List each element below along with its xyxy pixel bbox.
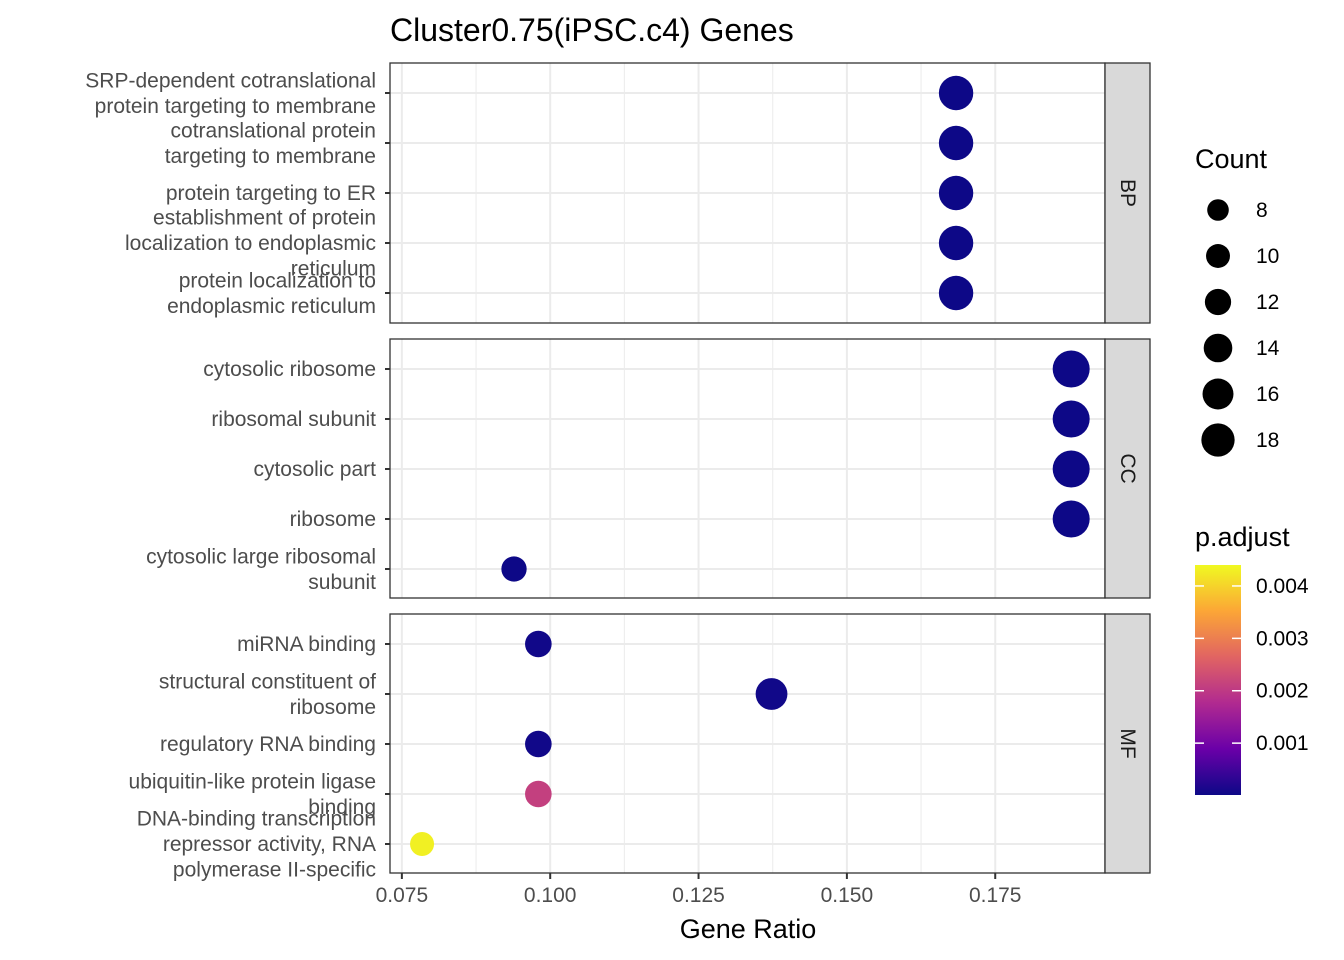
size-legend-key (1207, 199, 1229, 221)
size-legend-label: 16 (1256, 383, 1279, 406)
facet-strip (1104, 338, 1151, 599)
y-tick-label: cotranslational protein targeting to memb… (165, 119, 376, 168)
size-legend-label: 18 (1256, 429, 1279, 452)
facet-panel-bp: SRP-dependent cotranslational protein tar… (85, 62, 1151, 324)
facet-strip-label: MF (1116, 728, 1139, 758)
facet-panel-mf: miRNA binding structural constituent of ri… (129, 613, 1151, 882)
y-tick-label: regulatory RNA binding (160, 733, 376, 756)
y-tick-label: protein targeting to ER (166, 182, 376, 205)
y-tick-label: DNA-binding transcription repressor activ… (137, 808, 376, 882)
x-tick-label: 0.075 (376, 884, 429, 907)
data-point (525, 730, 552, 758)
color-legend-label: 0.002 (1256, 680, 1309, 703)
y-tick-label: structural constituent of ribosome (159, 670, 376, 719)
data-point (938, 225, 974, 261)
color-legend-label: 0.003 (1256, 627, 1309, 650)
data-point (938, 75, 974, 111)
x-axis-title: Gene Ratio (680, 914, 817, 944)
y-tick-label: SRP-dependent cotranslational protein tar… (85, 69, 376, 118)
color-legend: p.adjust 0.001 0.002 0.003 0.004 (1195, 522, 1309, 795)
data-point (1052, 500, 1090, 538)
size-legend-key (1202, 378, 1234, 410)
y-tick-label: miRNA binding (237, 633, 376, 656)
y-tick-label: ribosome (290, 508, 376, 531)
color-legend-bar (1195, 565, 1241, 795)
color-legend-label: 0.001 (1256, 732, 1309, 755)
data-point (1052, 350, 1090, 388)
size-legend-title: Count (1195, 144, 1268, 174)
data-point (1052, 400, 1090, 438)
data-point (938, 275, 974, 311)
y-tick-label: cytosolic part (253, 458, 376, 481)
size-legend-key (1204, 288, 1232, 316)
y-tick-label: protein localization to endoplasmic retic… (167, 269, 376, 318)
facet-panel-cc: cytosolic ribosome ribosomal subunit cytos… (146, 338, 1151, 599)
facet-strip (1104, 62, 1151, 324)
x-tick-label: 0.125 (672, 884, 725, 907)
size-legend-key (1201, 423, 1235, 457)
chart-title: Cluster0.75(iPSC.c4) Genes (390, 12, 794, 48)
y-tick-label: ribosomal subunit (211, 408, 376, 431)
y-tick-label: cytosolic ribosome (203, 358, 376, 381)
facet-strip-label: CC (1116, 453, 1139, 483)
x-axis: 0.075 0.100 0.125 0.150 0.175 (376, 873, 1022, 907)
x-tick-label: 0.100 (524, 884, 577, 907)
color-legend-label: 0.004 (1256, 575, 1309, 598)
size-legend-label: 8 (1256, 199, 1268, 222)
data-point (525, 780, 552, 808)
facet-strip (1104, 613, 1151, 874)
size-legend-label: 14 (1256, 337, 1280, 360)
data-point (410, 832, 435, 856)
size-legend: Count 8 10 12 14 16 18 (1195, 144, 1280, 457)
y-tick-label: ubiquitin-like protein ligase binding (129, 770, 376, 819)
y-tick-label: establishment of protein localization to … (125, 207, 376, 281)
x-tick-label: 0.175 (969, 884, 1022, 907)
data-point (755, 678, 788, 710)
x-tick-label: 0.150 (821, 884, 874, 907)
facet-panels: SRP-dependent cotranslational protein tar… (85, 62, 1151, 882)
facet-strip-label: BP (1116, 179, 1139, 207)
data-point (525, 630, 552, 658)
data-point (1052, 450, 1090, 488)
size-legend-label: 12 (1256, 291, 1279, 314)
size-legend-label: 10 (1256, 245, 1279, 268)
y-tick-label: cytosolic large ribosomal subunit (146, 545, 376, 594)
data-point (501, 556, 527, 582)
data-point (938, 175, 974, 211)
size-legend-key (1206, 244, 1230, 268)
data-point (938, 125, 974, 161)
size-legend-key (1203, 333, 1233, 363)
color-legend-title: p.adjust (1195, 522, 1290, 552)
